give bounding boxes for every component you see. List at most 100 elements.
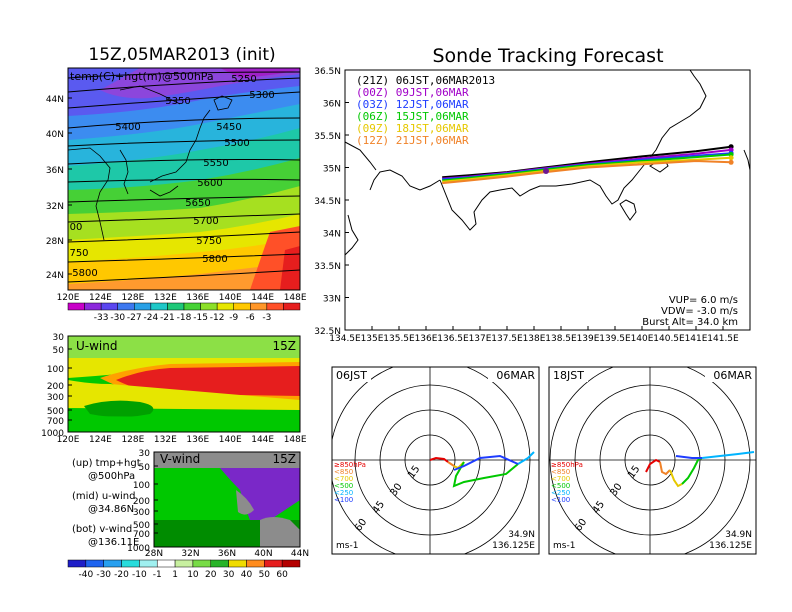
- wind-colorbar-label: 50: [259, 570, 271, 580]
- map-lon-tick: 140E: [219, 293, 242, 303]
- contour-label: 750: [69, 248, 88, 259]
- map-lon-tick: 144E: [251, 293, 274, 303]
- wind-colorbar-label: 20: [205, 570, 217, 580]
- polar-time: 06JST: [336, 369, 367, 382]
- wind-colorbar-label: 1: [172, 570, 178, 580]
- u-wind-x-tick: 144E: [251, 435, 274, 445]
- height-contours: [68, 71, 300, 283]
- v-wind-y-tick: 50: [139, 463, 151, 473]
- map-lat-tick: 32N: [46, 202, 64, 212]
- polar-right-frame: [548, 366, 757, 555]
- track-lon-tick: 134.5E: [329, 334, 361, 344]
- note-line2: @136.11E: [88, 537, 139, 548]
- polar-time-bg: [333, 368, 371, 382]
- temperature-map-panel: temp(C)+hgt(m)@500hPa 5250 5300 5350 5400 54…: [46, 67, 307, 303]
- track-param: VDW= -3.0 m/s: [661, 306, 738, 317]
- track-lat-tick: 36N: [323, 100, 341, 110]
- track-lat-tick: 34N: [323, 230, 341, 240]
- v-wind-x-tick: 28N: [145, 549, 163, 559]
- wind-colorbar-label: -30: [96, 570, 111, 580]
- contour-label: 5300: [249, 90, 274, 101]
- polar-date: 06MAR: [496, 369, 535, 382]
- temperature-colorbar-label: -21: [160, 313, 175, 323]
- contour-label: 5250: [231, 74, 256, 85]
- temperature-colorbar-label: -9: [229, 313, 238, 323]
- v-wind-title: V-wind: [160, 452, 200, 466]
- polar-legend-item: <500: [551, 482, 570, 490]
- track-lat-tick: 36.5N: [314, 67, 341, 77]
- polar-legend-item: <850: [551, 468, 570, 476]
- contour-label: 5700: [193, 216, 218, 227]
- contour-label: 5800: [202, 254, 227, 265]
- wind-colorbar-box: [192, 559, 212, 568]
- launch-point: [543, 168, 549, 174]
- polar-lon: 136.125E: [709, 541, 752, 551]
- note-line1: (bot) v-wind: [72, 524, 132, 535]
- temperature-colorbar-box: [266, 302, 284, 311]
- temperature-colorbar-box: [283, 302, 301, 311]
- map-lon-tick: 136E: [186, 293, 209, 303]
- track-lon-tick: 141E: [685, 334, 708, 344]
- wind-colorbar-box: [85, 559, 104, 568]
- wind-colorbar-box: [264, 559, 283, 568]
- polar-hodograph-segment: [645, 458, 661, 473]
- u-wind-x-tick: 148E: [284, 435, 307, 445]
- map-lon-tick: 132E: [154, 293, 177, 303]
- map-lat-tick: 44N: [46, 95, 64, 105]
- v-wind-y-tick: 200: [133, 497, 150, 507]
- contour-label: 5600: [197, 178, 222, 189]
- polar-legend-item: <100: [334, 496, 353, 504]
- polar-hodograph-segment: [517, 451, 535, 465]
- polar-legend-item: <250: [551, 489, 570, 497]
- polar-legend-item: ≥850hPa: [334, 461, 366, 469]
- temperature-colorbar-box: [233, 302, 251, 311]
- polar-hodograph-segment: [681, 457, 703, 485]
- polar-date-bg: [488, 368, 538, 382]
- u-wind-x-tick: 136E: [186, 435, 209, 445]
- polar-date: 06MAR: [713, 369, 752, 382]
- polar-hodograph-segment: [429, 456, 449, 463]
- panel-notes: (up) tmp+hgt @500hPa (mid) u-wind @34.86N (b…: [72, 458, 141, 548]
- right-title: Sonde Tracking Forecast: [432, 45, 663, 67]
- track-lon-tick: 136.5E: [437, 334, 469, 344]
- track-lat-tick: 33N: [323, 295, 341, 305]
- temperature-colorbar: -33 -30 -27 -24 -21 -18 -15 -12 -9 -6 -3: [67, 302, 301, 323]
- wind-colorbar-label: -1: [153, 570, 162, 580]
- polar-legend-item: <700: [334, 475, 353, 483]
- polar-legend-item: ≥850hPa: [551, 461, 583, 469]
- note-line2: @34.86N: [88, 504, 134, 515]
- temperature-colorbar-box: [84, 302, 102, 311]
- polar-time-bg: [550, 368, 588, 382]
- u-wind-y-tick: 700: [47, 417, 64, 427]
- note-line1: (up) tmp+hgt: [72, 458, 141, 469]
- wind-colorbar-labels: -40 -30 -20 -10 -1 1 10 20 30 40 50 60: [78, 570, 288, 580]
- track-background: [345, 70, 750, 330]
- map-lat-tick: 28N: [46, 237, 64, 247]
- track-legend-item: (09Z) 18JST,06MAR: [356, 122, 469, 135]
- contour-label: 5450: [216, 122, 241, 133]
- track-series-endpoint: [728, 155, 734, 161]
- u-wind-x-tick: 140E: [219, 435, 242, 445]
- temperature-colorbar-label: -30: [110, 313, 125, 323]
- track-legend-item: (06Z) 15JST,06MAR: [356, 110, 469, 123]
- u-wind-x-tick: 120E: [57, 435, 80, 445]
- u-wind-x-tick: 128E: [121, 435, 144, 445]
- track-legend-item: (03Z) 12JST,06MAR: [356, 98, 469, 111]
- u-wind-y-tick: 1000: [41, 429, 64, 439]
- track-legend: (21Z) 06JST,06MAR2013(00Z) 09JST,06MAR(0…: [356, 74, 495, 147]
- map-lat-ticks: 44N 40N 36N 32N 28N 24N: [46, 95, 72, 281]
- polar-hodograph-segment: [453, 454, 519, 471]
- wind-colorbar-label: 30: [223, 570, 235, 580]
- wind-colorbar-label: 60: [276, 570, 288, 580]
- polar-date-bg: [705, 368, 755, 382]
- track-lon-tick: 140.5E: [653, 334, 685, 344]
- polar-ring-label: 30: [608, 482, 624, 499]
- polar-hodograph-segment: [447, 461, 455, 467]
- track-lon-tick: 141.5E: [707, 334, 739, 344]
- wind-colorbar-boxes: [67, 559, 301, 568]
